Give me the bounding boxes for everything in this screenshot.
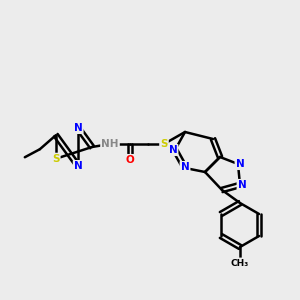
Text: N: N: [74, 123, 82, 133]
Text: N: N: [236, 159, 244, 169]
Text: O: O: [126, 155, 134, 165]
Text: N: N: [74, 161, 82, 171]
Text: NH: NH: [101, 139, 119, 149]
Text: CH₃: CH₃: [231, 259, 249, 268]
Text: N: N: [169, 145, 177, 155]
Text: S: S: [52, 154, 60, 164]
Text: N: N: [238, 180, 246, 190]
Text: S: S: [160, 139, 168, 149]
Text: N: N: [181, 162, 189, 172]
